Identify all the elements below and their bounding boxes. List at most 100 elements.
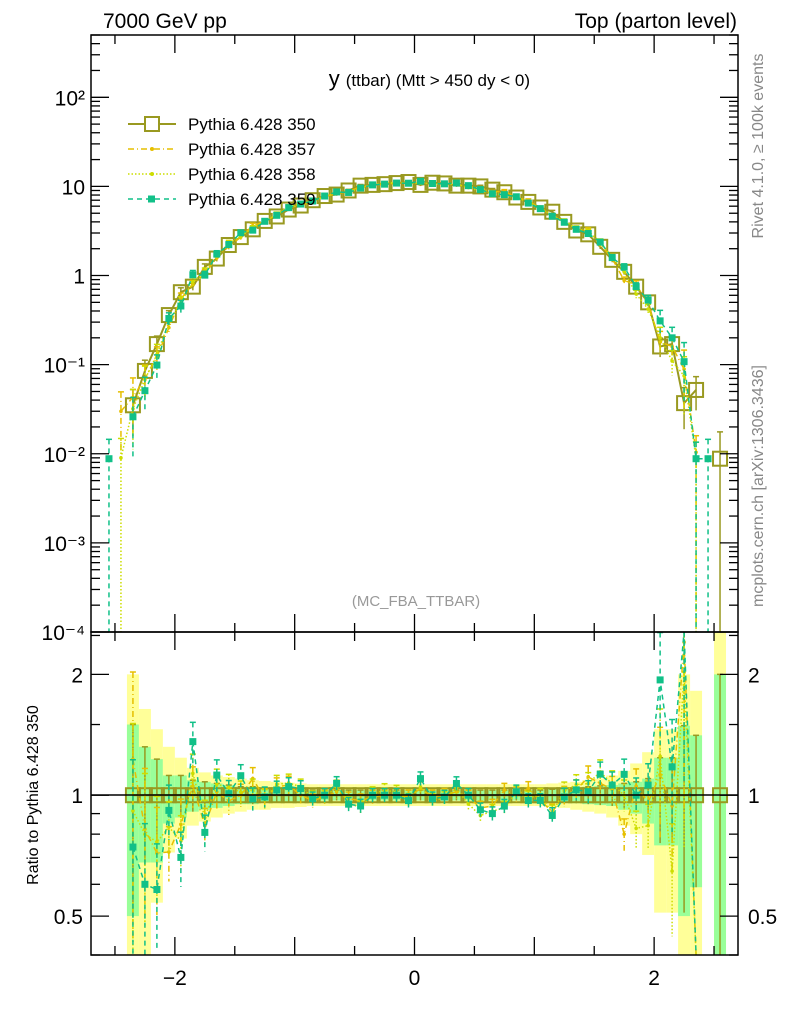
header-right: Top (parton level)	[575, 10, 737, 33]
ratio-point-359	[273, 786, 281, 794]
ratio-y-tick-label: 0.5	[54, 906, 83, 929]
plot-title-sub: (ttbar) (Mtt > 450 dy < 0)	[346, 71, 530, 90]
main-point-359	[428, 180, 436, 188]
main-point-359	[345, 188, 353, 196]
ratio-point-359	[596, 770, 604, 778]
ratio-line-3	[132, 632, 697, 955]
main-point-359	[237, 229, 245, 237]
ratio-point-2	[238, 790, 243, 794]
legend: Pythia 6.428 350 Pythia 6.428 357 Pythia 6…	[128, 115, 316, 209]
ratio-point-359	[500, 802, 508, 810]
main-point-359	[309, 197, 317, 205]
ratio-point-2	[418, 785, 423, 789]
ratio-point-359	[476, 806, 484, 814]
ratio-point-359	[512, 788, 520, 796]
main-point-359	[572, 225, 580, 233]
main-point-359	[285, 204, 293, 212]
main-point-2	[119, 456, 123, 460]
main-point-1	[119, 409, 123, 414]
ratio-point-359	[488, 810, 496, 818]
ratio-y-tick-label: 2	[71, 664, 83, 687]
main-point-359	[129, 413, 137, 421]
plot-title: y (ttbar) (Mtt > 450 dy < 0)	[329, 66, 530, 91]
ratio-point-1	[670, 803, 674, 808]
main-point-359	[249, 226, 257, 234]
main-point-350	[472, 178, 489, 195]
main-point-359	[416, 177, 424, 185]
legend-item: Pythia 6.428 359	[128, 190, 316, 209]
main-point-359	[165, 314, 173, 322]
legend-label: Pythia 6.428 350	[188, 115, 316, 134]
main-point-359	[476, 186, 484, 194]
main-point-359	[357, 184, 365, 192]
main-point-359	[560, 218, 568, 226]
ratio-point-2	[131, 809, 135, 813]
header-left: 7000 GeV pp	[103, 10, 227, 33]
ratio-point-1	[622, 832, 626, 836]
main-point-350	[712, 450, 729, 467]
ratio-point-359	[141, 880, 149, 888]
main-point-350	[244, 221, 261, 238]
main-point-359	[548, 212, 556, 220]
ratio-point-2	[634, 826, 638, 831]
ratio-point-1	[634, 784, 638, 788]
ratio-point-359	[213, 771, 221, 779]
main-point-359	[620, 263, 628, 271]
main-point-359	[333, 188, 341, 196]
main-point-2	[646, 307, 650, 311]
main-point-350	[508, 189, 525, 206]
mcplots-label: mcplots.cern.ch [arXiv:1306.3436]	[750, 365, 767, 607]
ratio-point-359	[237, 772, 245, 780]
ratio-point-359	[297, 784, 305, 792]
ratio-point-2	[179, 839, 183, 843]
legend-item: Pythia 6.428 358	[128, 165, 316, 184]
main-point-359	[393, 179, 401, 187]
main-point-359	[488, 190, 496, 198]
ratio-y-tick-label-right: 1	[748, 785, 760, 808]
plot-title-main: y	[329, 66, 340, 91]
main-line-2	[120, 181, 697, 459]
main-point-350	[256, 212, 273, 229]
ratio-point-1	[143, 827, 147, 831]
ratio-point-359	[440, 793, 448, 801]
ratio-point-2	[670, 869, 674, 873]
main-point-359	[213, 250, 221, 258]
y-tick-label: 1	[73, 266, 85, 289]
ratio-point-359	[357, 802, 365, 810]
ratio-point-2	[155, 840, 159, 844]
ratio-point-1	[658, 772, 662, 777]
main-point-359	[189, 271, 197, 279]
main-point-359	[440, 180, 448, 188]
ratio-y-tick-label-right: 2	[748, 664, 760, 687]
ratio-point-359	[225, 790, 233, 798]
ratio-point-1	[526, 786, 531, 791]
ratio-point-359	[249, 795, 257, 803]
ratio-point-2	[646, 823, 650, 828]
ratio-point-359	[536, 796, 544, 804]
ratio-point-359	[153, 886, 161, 894]
main-point-359	[405, 179, 413, 187]
legend-label: Pythia 6.428 357	[188, 140, 316, 159]
y-tick-label: 10⁻²	[44, 444, 85, 467]
main-point-2	[622, 270, 626, 274]
main-point-359	[692, 455, 700, 463]
legend-marker	[144, 116, 160, 132]
legend-item: Pythia 6.428 350	[128, 115, 316, 134]
ratio-point-359	[285, 783, 293, 791]
y-tick-label: 10	[62, 176, 85, 199]
rivet-version-label: Rivet 4.1.0, ≥ 100k events	[750, 54, 767, 239]
ratio-point-2	[215, 782, 219, 787]
main-line-0	[131, 181, 697, 406]
main-line-3	[132, 180, 709, 460]
main-series	[105, 174, 729, 632]
main-point-359	[153, 361, 161, 369]
ratio-point-359	[620, 770, 628, 778]
ratio-point-359	[405, 797, 413, 805]
ratio-point-359	[668, 763, 676, 771]
ratio-line-2	[132, 671, 697, 955]
ratio-point-359	[345, 800, 353, 808]
ratio-point-359	[333, 779, 341, 787]
ratio-ylabel: Ratio to Pythia 6.428 350	[25, 705, 42, 885]
main-point-2	[658, 336, 662, 340]
